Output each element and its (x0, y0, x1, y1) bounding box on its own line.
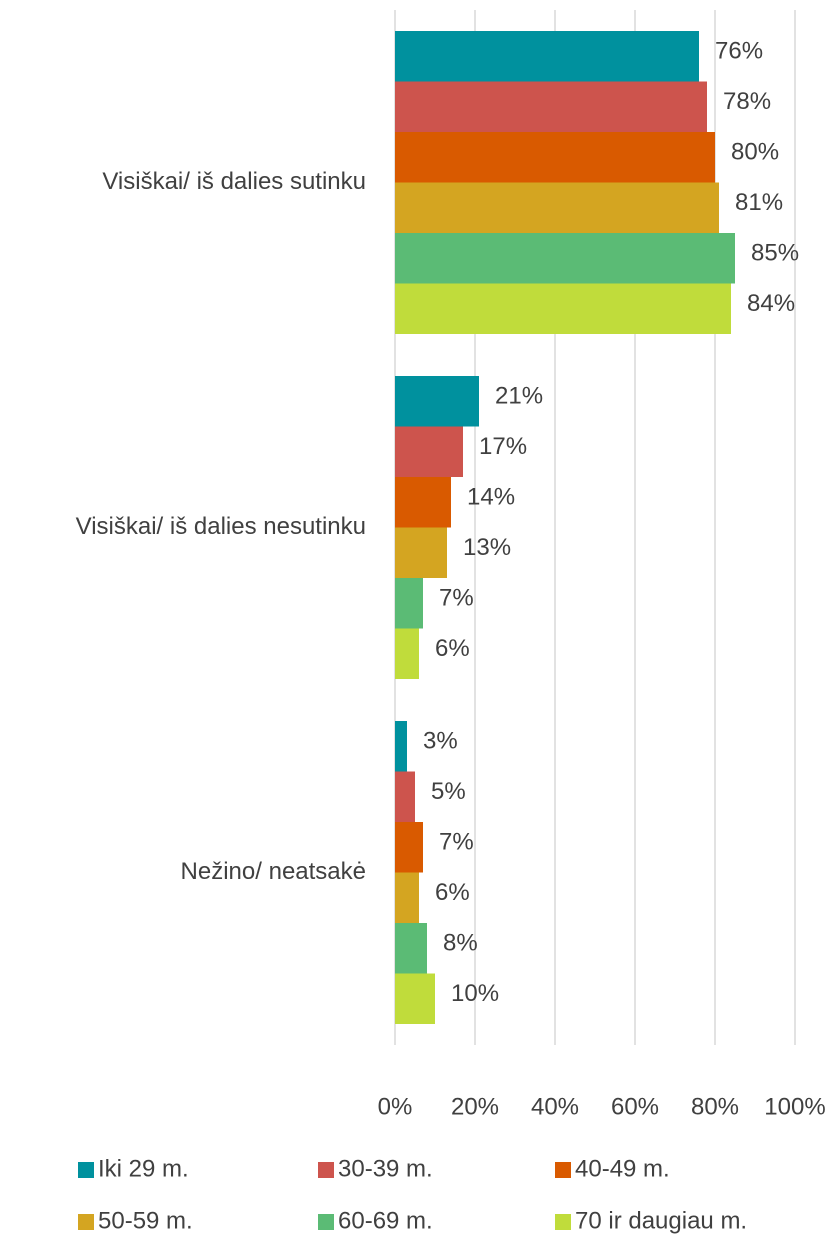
legend-label: 60-69 m. (338, 1207, 433, 1234)
data-label: 13% (463, 534, 511, 561)
data-label: 78% (723, 88, 771, 115)
legend-label: 70 ir daugiau m. (575, 1207, 747, 1234)
bar (395, 477, 451, 528)
bar (395, 527, 447, 578)
category-label: Visiškai/ iš dalies sutinku (102, 168, 366, 195)
data-label: 80% (731, 139, 779, 166)
bar (395, 973, 435, 1024)
bar (395, 31, 699, 82)
x-tick-label: 40% (531, 1093, 579, 1120)
data-label: 5% (431, 778, 466, 805)
data-label: 3% (423, 728, 458, 755)
legend-label: Iki 29 m. (98, 1155, 189, 1182)
bar (395, 182, 719, 233)
bar (395, 426, 463, 477)
legend-swatch (78, 1214, 94, 1230)
legend-label: 30-39 m. (338, 1155, 433, 1182)
legend-swatch (555, 1162, 571, 1178)
bar (395, 81, 707, 132)
x-tick-label: 60% (611, 1093, 659, 1120)
bar (395, 132, 715, 183)
legend-label: 50-59 m. (98, 1207, 193, 1234)
data-label: 21% (495, 383, 543, 410)
bar (395, 578, 423, 629)
x-tick-label: 100% (764, 1093, 825, 1120)
bar (395, 872, 419, 923)
data-label: 7% (439, 585, 474, 612)
data-label: 7% (439, 829, 474, 856)
legend-swatch (318, 1214, 334, 1230)
data-label: 6% (435, 635, 470, 662)
legend-swatch (78, 1162, 94, 1178)
bar (395, 233, 735, 284)
data-label: 81% (735, 189, 783, 216)
data-label: 84% (747, 290, 795, 317)
data-label: 17% (479, 433, 527, 460)
x-tick-label: 0% (378, 1093, 413, 1120)
category-label: Visiškai/ iš dalies nesutinku (76, 513, 366, 540)
bar (395, 923, 427, 974)
data-label: 85% (751, 240, 799, 267)
legend-swatch (555, 1214, 571, 1230)
data-label: 8% (443, 930, 478, 957)
bar (395, 376, 479, 427)
data-label: 10% (451, 980, 499, 1007)
x-tick-label: 20% (451, 1093, 499, 1120)
data-label: 14% (467, 484, 515, 511)
data-label: 76% (715, 38, 763, 65)
bar (395, 771, 415, 822)
bar (395, 721, 407, 772)
data-label: 6% (435, 879, 470, 906)
legend-label: 40-49 m. (575, 1155, 670, 1182)
x-tick-label: 80% (691, 1093, 739, 1120)
category-label: Nežino/ neatsakė (181, 858, 366, 885)
bar (395, 628, 419, 679)
bar (395, 822, 423, 873)
legend-swatch (318, 1162, 334, 1178)
bar (395, 283, 731, 334)
